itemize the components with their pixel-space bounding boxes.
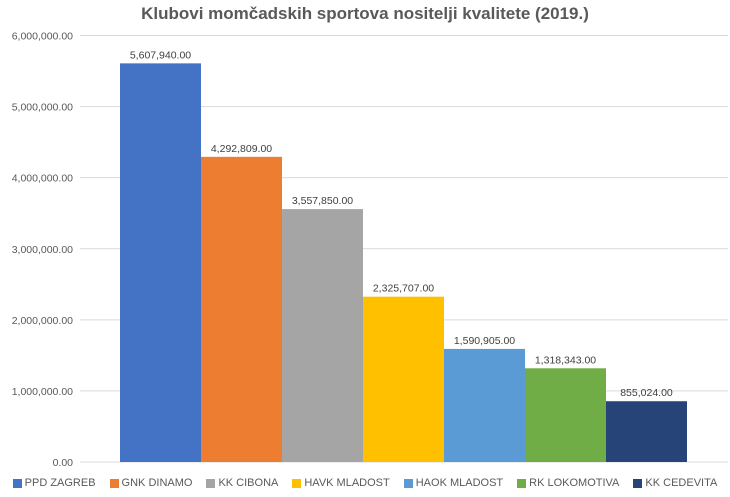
y-tick-label: 1,000,000.00	[12, 386, 73, 398]
y-tick-label: 2,000,000.00	[12, 315, 73, 327]
legend-swatch	[292, 478, 302, 488]
legend-label: GNK DINAMO	[121, 477, 193, 489]
y-tick-label: 0.00	[53, 457, 74, 469]
y-tick-label: 3,000,000.00	[12, 244, 73, 256]
legend-label: KK CEDEVITA	[645, 477, 718, 489]
legend-item: PPD ZAGREB	[12, 477, 96, 489]
legend-item: HAOK MLADOST	[403, 477, 504, 489]
data-label: 855,024.00	[620, 387, 673, 399]
bar	[606, 401, 687, 462]
legend-item: RK LOKOMOTIVA	[517, 477, 619, 489]
chart-title: Klubovi momčadskih sportova nositelji kv…	[141, 4, 589, 23]
bar	[201, 156, 282, 462]
legend-label: HAVK MLADOST	[304, 477, 390, 489]
legend-label: RK LOKOMOTIVA	[529, 477, 620, 489]
data-label: 4,292,809.00	[211, 143, 272, 155]
legend: PPD ZAGREB GNK DINAMO KK CIBONA HAVK MLADOS…	[0, 477, 730, 489]
legend-swatch	[109, 478, 119, 488]
legend-item: HAVK MLADOST	[292, 477, 390, 489]
legend-item: KK CEDEVITA	[633, 477, 717, 489]
bar	[120, 63, 201, 463]
legend-swatch	[403, 478, 413, 488]
data-label: 3,557,850.00	[292, 195, 353, 207]
legend-item: GNK DINAMO	[109, 477, 193, 489]
bar	[444, 348, 525, 462]
legend-label: HAOK MLADOST	[415, 477, 504, 489]
y-tick-label: 5,000,000.00	[12, 102, 73, 114]
bar	[525, 368, 606, 462]
bar	[282, 209, 363, 462]
data-label: 1,318,343.00	[535, 354, 596, 366]
legend-swatch	[206, 478, 216, 488]
legend-swatch	[517, 478, 527, 488]
y-tick-label: 6,000,000.00	[12, 31, 73, 43]
data-label: 5,607,940.00	[130, 49, 191, 61]
legend-label: KK CIBONA	[218, 477, 279, 489]
data-label: 2,325,707.00	[373, 283, 434, 295]
legend-label: PPD ZAGREB	[24, 477, 96, 489]
data-label: 1,590,905.00	[454, 335, 515, 347]
y-tick-label: 4,000,000.00	[12, 173, 73, 185]
legend-swatch	[633, 478, 643, 488]
legend-swatch	[12, 478, 22, 488]
legend-item: KK CIBONA	[206, 477, 278, 489]
bar	[363, 296, 444, 462]
